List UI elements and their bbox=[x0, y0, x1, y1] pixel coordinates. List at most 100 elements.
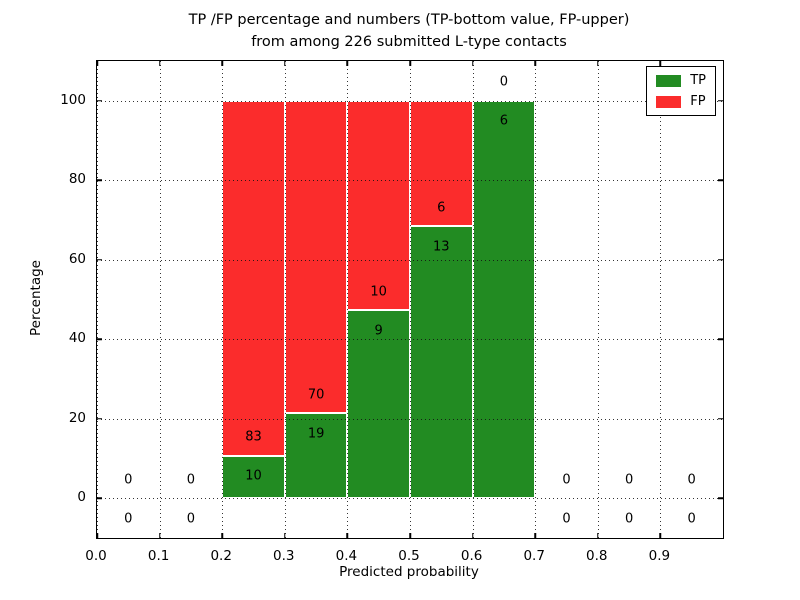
y-tick-label-40: 40 bbox=[68, 330, 86, 347]
y-tick-label-80: 80 bbox=[68, 171, 86, 188]
tp-count-label: 9 bbox=[374, 323, 383, 339]
x-tick-label-0.2: 0.2 bbox=[210, 548, 232, 564]
bar-fp-segment-0.4-0.5 bbox=[347, 100, 410, 310]
x-tick-mark bbox=[158, 533, 161, 538]
y-tick-label-100: 100 bbox=[60, 91, 86, 108]
fp-count-label: 70 bbox=[307, 387, 325, 403]
y-tick-mark bbox=[97, 497, 102, 499]
tp-count-label: 13 bbox=[433, 239, 450, 255]
legend-label-tp: TP bbox=[690, 73, 706, 88]
y-tick-mark bbox=[718, 259, 723, 261]
x-tick-mark bbox=[284, 533, 286, 538]
y-tick-label-60: 60 bbox=[68, 250, 86, 267]
x-tick-mark bbox=[221, 61, 223, 66]
fp-count-label: 0 bbox=[186, 472, 196, 488]
y-tick-mark bbox=[97, 179, 102, 181]
y-tick-mark bbox=[718, 100, 723, 102]
x-tick-label-0.0: 0.0 bbox=[85, 548, 107, 564]
gridline-x-0.9 bbox=[660, 61, 662, 538]
y-tick-mark bbox=[97, 338, 102, 340]
x-tick-mark bbox=[597, 61, 599, 66]
x-tick-label-0.9: 0.9 bbox=[648, 548, 671, 564]
tp-count-label: 0 bbox=[186, 511, 196, 527]
chart-title-line2: from among 226 submitted L-type contacts bbox=[251, 34, 567, 51]
legend-entry-tp: TP bbox=[656, 74, 706, 87]
bar-fp-segment-0.3-0.4 bbox=[284, 100, 348, 414]
x-tick-label-0.8: 0.8 bbox=[586, 548, 608, 564]
x-tick-label-0.7: 0.7 bbox=[523, 548, 545, 564]
x-tick-mark bbox=[346, 533, 349, 538]
gridline-y-60 bbox=[97, 259, 723, 261]
legend: TP FP bbox=[646, 66, 716, 116]
x-tick-mark bbox=[471, 533, 474, 538]
y-tick-label-0: 0 bbox=[77, 489, 86, 506]
bar-tp-segment-0.2-0.3 bbox=[222, 455, 285, 499]
tp-count-label: 0 bbox=[624, 511, 634, 527]
fp-count-label: 0 bbox=[624, 472, 634, 488]
x-axis-label: Predicted probability bbox=[339, 564, 479, 580]
fp-count-label: 0 bbox=[562, 472, 571, 488]
gridline-y-0 bbox=[97, 498, 723, 500]
tp-count-label: 10 bbox=[245, 468, 262, 484]
gridline-x-0.8 bbox=[597, 61, 599, 538]
gridline-y-80 bbox=[97, 180, 723, 182]
x-tick-mark bbox=[409, 61, 411, 66]
y-tick-mark bbox=[718, 338, 723, 340]
y-tick-mark bbox=[718, 179, 723, 181]
tp-count-label: 6 bbox=[499, 113, 509, 129]
bar-tp-segment-0.4-0.5 bbox=[347, 309, 410, 499]
y-tick-mark bbox=[97, 259, 102, 261]
x-tick-mark bbox=[158, 61, 161, 66]
gridline-x-0.1 bbox=[159, 61, 161, 538]
legend-swatch-fp bbox=[656, 95, 682, 108]
gridline-x-0.7 bbox=[535, 61, 537, 538]
gridline-x-0.4 bbox=[347, 61, 349, 538]
chart-title: TP /FP percentage and numbers (TP-bottom… bbox=[96, 9, 722, 54]
x-tick-mark bbox=[409, 533, 411, 538]
tp-count-label: 0 bbox=[687, 511, 696, 527]
x-tick-mark bbox=[96, 533, 98, 538]
plot-area: 0 0 0 0 83 10 70 19 10 9 6 13 0 6 0 0 0 0 0 0 bbox=[96, 60, 724, 539]
fp-count-label: 0 bbox=[499, 74, 509, 90]
x-tick-mark bbox=[534, 61, 536, 66]
chart-title-line1: TP /FP percentage and numbers (TP-bottom… bbox=[188, 12, 630, 28]
y-axis-label: Percentage bbox=[28, 260, 44, 336]
bar-tp-segment-0.5-0.6 bbox=[410, 226, 473, 499]
bar-tp-segment-0.3-0.4 bbox=[284, 413, 348, 499]
x-tick-mark bbox=[659, 61, 662, 66]
gridline-y-40 bbox=[97, 339, 723, 341]
gridline-x-0.5 bbox=[410, 61, 411, 538]
x-tick-label-0.5: 0.5 bbox=[398, 548, 420, 564]
y-tick-mark bbox=[718, 418, 723, 420]
x-tick-mark bbox=[284, 61, 286, 66]
legend-entry-fp: FP bbox=[656, 95, 706, 108]
gridline-y-100 bbox=[97, 100, 723, 102]
x-tick-label-0.4: 0.4 bbox=[335, 548, 358, 564]
fp-count-label: 0 bbox=[687, 472, 696, 488]
gridline-x-0.6 bbox=[472, 61, 474, 538]
bar-fp-segment-0.2-0.3 bbox=[222, 100, 285, 456]
bar-tp-segment-0.6-0.7 bbox=[472, 100, 536, 499]
fp-count-label: 83 bbox=[245, 429, 262, 445]
gridline-x-0.2 bbox=[222, 61, 224, 538]
legend-label-fp: FP bbox=[690, 94, 706, 109]
gridline-x-0.0 bbox=[97, 61, 98, 538]
x-tick-mark bbox=[346, 61, 349, 66]
x-tick-label-0.6: 0.6 bbox=[460, 548, 483, 564]
gridline-x-0.3 bbox=[284, 61, 286, 538]
x-tick-mark bbox=[96, 61, 98, 66]
gridline-y-20 bbox=[97, 418, 723, 420]
y-tick-mark bbox=[97, 418, 102, 420]
x-tick-label-0.1: 0.1 bbox=[147, 548, 170, 564]
x-tick-mark bbox=[221, 533, 223, 538]
legend-swatch-tp bbox=[656, 74, 682, 87]
x-tick-label-0.3: 0.3 bbox=[273, 548, 295, 564]
fp-count-label: 6 bbox=[437, 200, 446, 216]
y-tick-label-20: 20 bbox=[68, 409, 86, 426]
fp-count-label: 0 bbox=[124, 472, 133, 488]
tp-count-label: 0 bbox=[562, 511, 571, 527]
tp-count-label: 19 bbox=[307, 426, 325, 442]
y-tick-mark bbox=[97, 100, 102, 102]
x-tick-mark bbox=[659, 533, 662, 538]
